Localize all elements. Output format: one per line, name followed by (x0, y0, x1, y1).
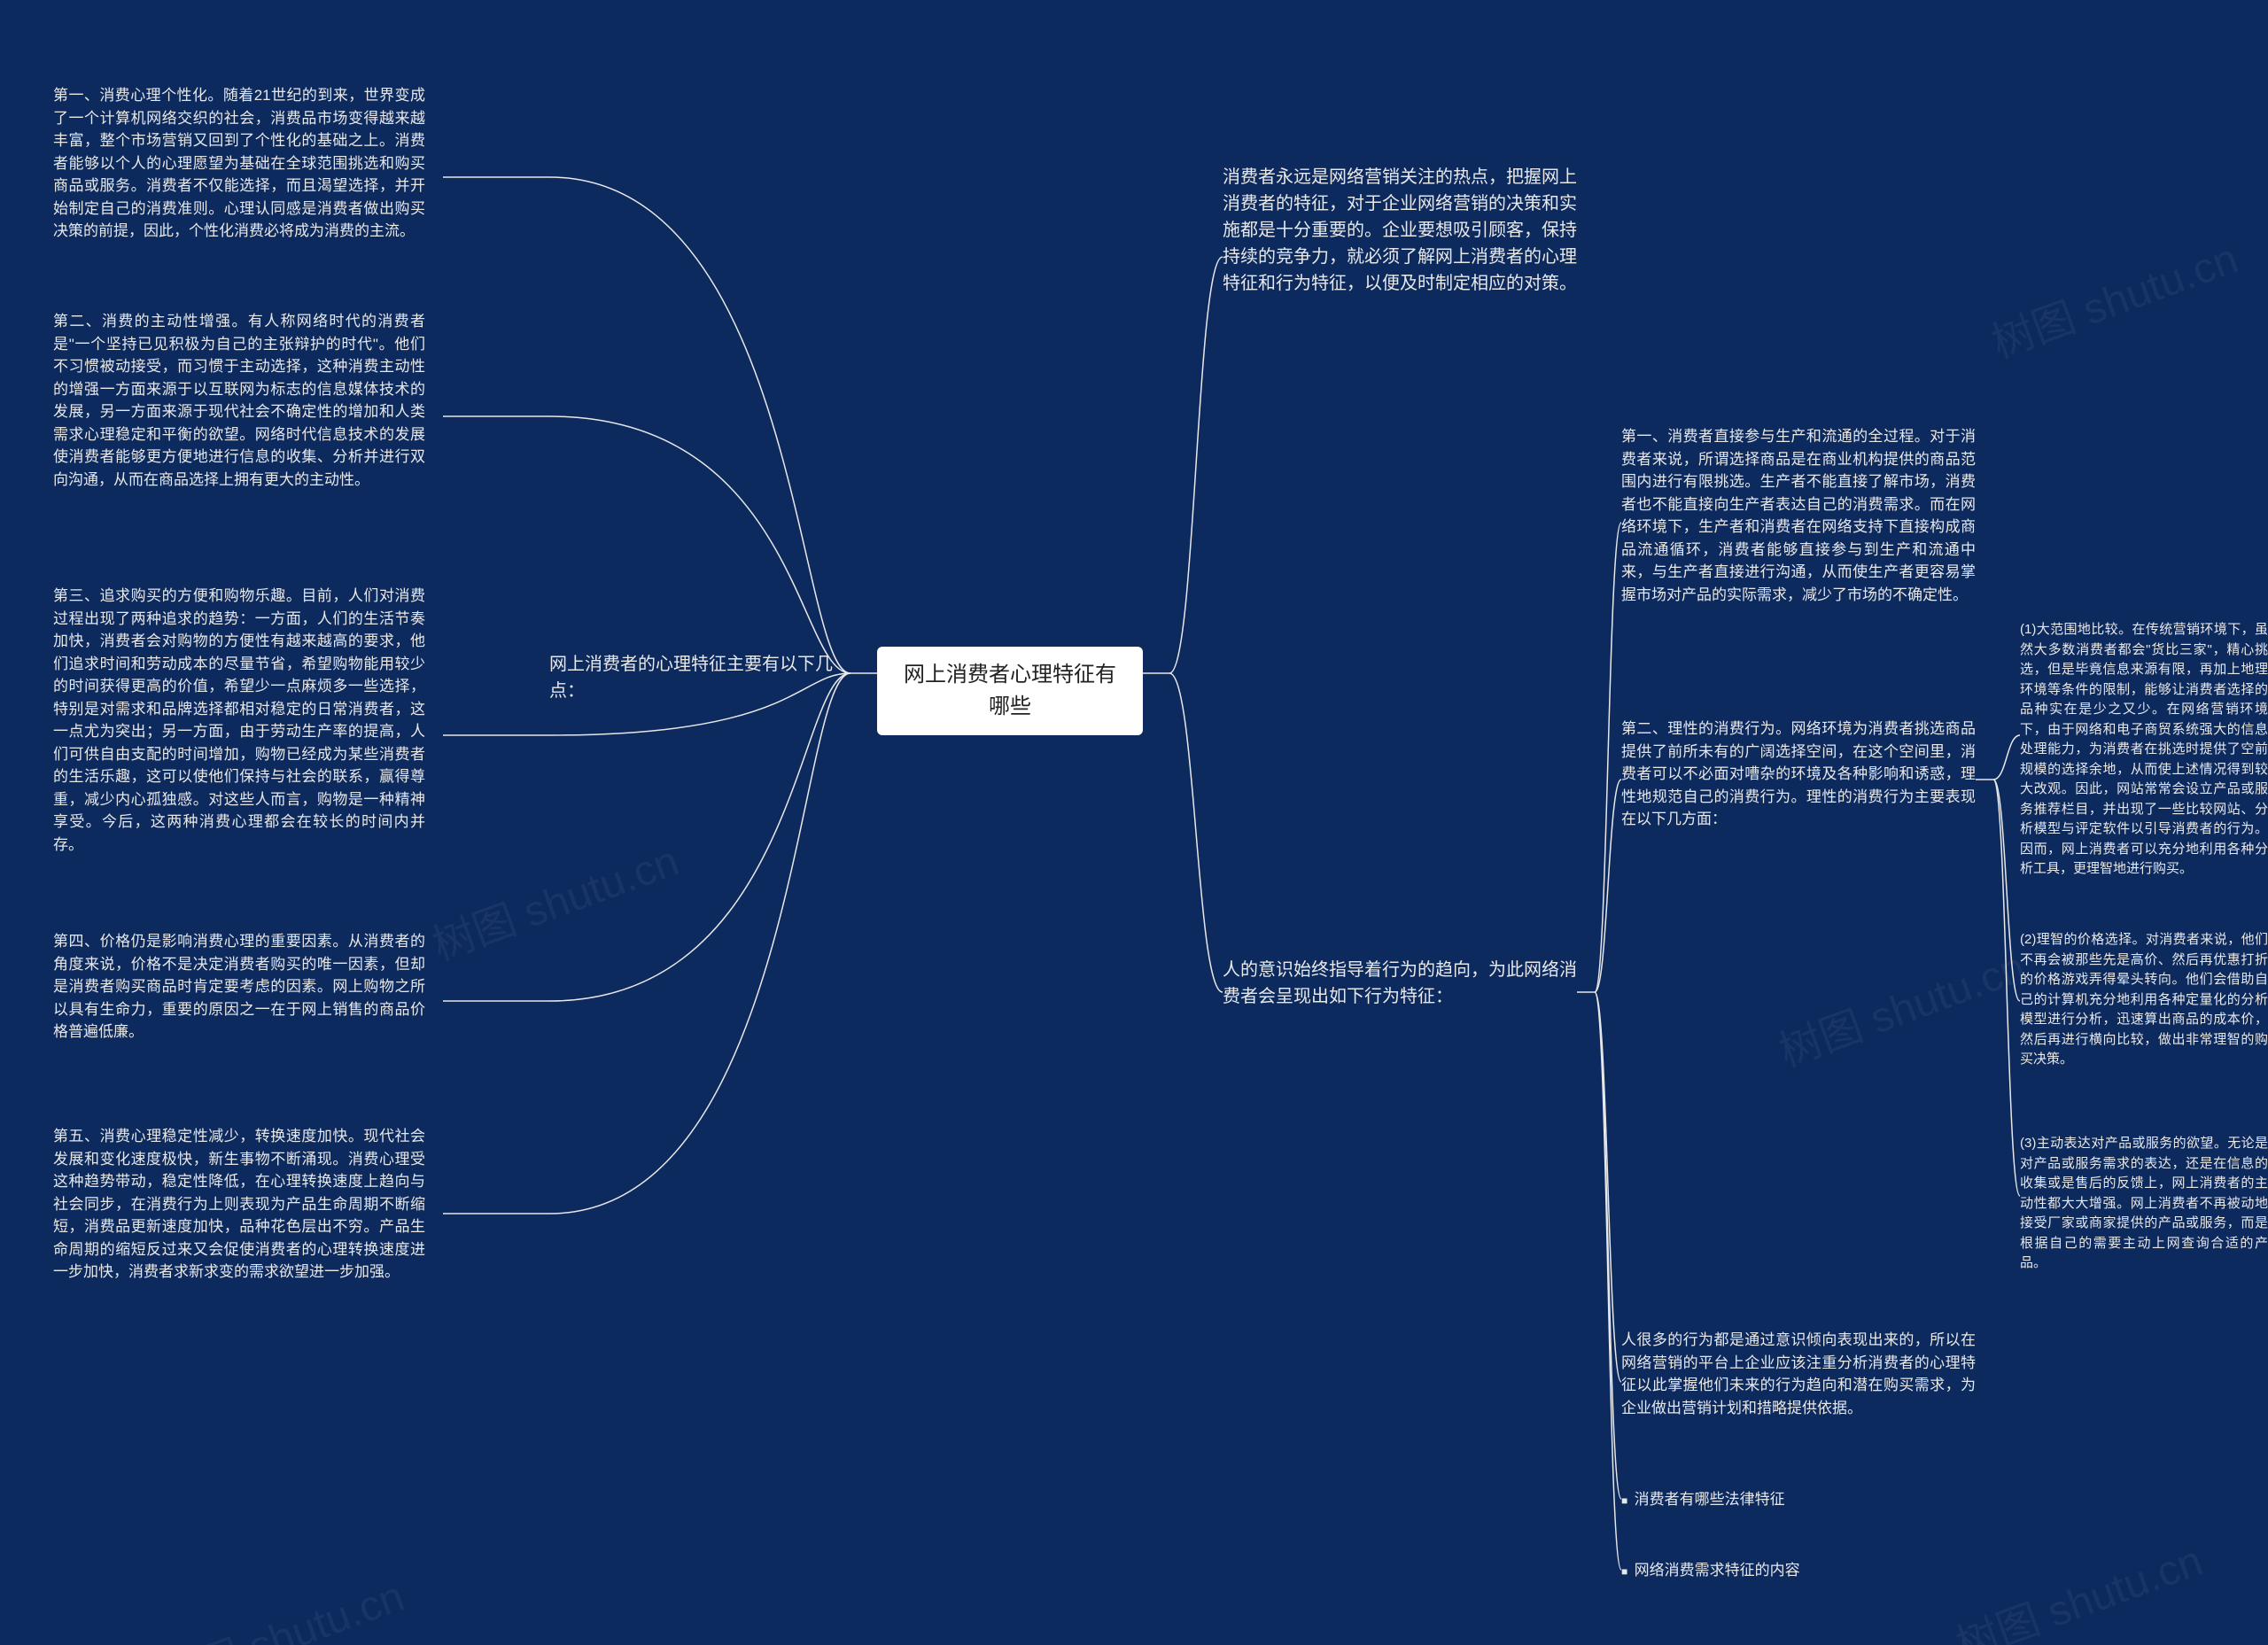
connector (1595, 992, 1621, 1570)
watermark: 树图 shutu.cn (1769, 932, 2032, 1078)
left-leaf-1: 第一、消费心理个性化。随着21世纪的到来，世界变成了一个计算机网络交织的社会，消… (53, 84, 425, 243)
left-leaf-3: 第三、追求购买的方便和购物乐趣。目前，人们对消费过程出现了两种追求的趋势：一方面… (53, 585, 425, 856)
connector (1595, 780, 1621, 992)
connector (1169, 673, 1223, 992)
connector (443, 416, 850, 673)
connector (1993, 780, 2020, 1196)
connector (1993, 780, 2020, 1001)
connector (1993, 735, 2020, 780)
watermark: 树图 shutu.cn (423, 826, 686, 972)
right-leaf-5: 网络消费需求特征的内容 (1621, 1559, 1976, 1582)
connector (443, 673, 850, 1001)
connector (443, 673, 850, 1214)
right-leaf-2: 第二、理性的消费行为。网络环境为消费者挑选商品提供了前所未有的广阔选择空间，在这… (1621, 718, 1976, 831)
connector (1169, 257, 1223, 673)
center-topic: 网上消费者心理特征有哪些 (877, 647, 1143, 735)
connector (1595, 992, 1621, 1499)
watermark: 树图 shutu.cn (1946, 1525, 2210, 1645)
right-leaf-2-sub-3: (3)主动表达对产品或服务的欲望。无论是对产品或服务需求的表达，还是在信息的收集… (2020, 1134, 2268, 1274)
right-leaf-2-sub-2: (2)理智的价格选择。对消费者来说，他们不再会被那些先是高价、然后再优惠打折的价… (2020, 930, 2268, 1070)
right-leaf-1: 第一、消费者直接参与生产和流通的全过程。对于消费者来说，所谓选择商品是在商业机构… (1621, 425, 1976, 606)
left-leaf-4: 第四、价格仍是影响消费心理的重要因素。从消费者的角度来说，价格不是决定消费者购买… (53, 930, 425, 1044)
left-leaf-2: 第二、消费的主动性增强。有人称网络时代的消费者是"一个坚持已见积极为自己的主张辩… (53, 310, 425, 491)
connector (443, 177, 850, 673)
right-leaf-2-sub-1: (1)大范围地比较。在传统营销环境下，虽然大多数消费者都会"货比三家"，精心挑选… (2020, 620, 2268, 880)
right-leaf-3: 人很多的行为都是通过意识倾向表现出来的，所以在网络营销的平台上企业应该注重分析消… (1621, 1329, 1976, 1419)
left-leaf-5: 第五、消费心理稳定性减少，转换速度加快。现代社会发展和变化速度极快，新生事物不断… (53, 1125, 425, 1284)
watermark: 树图 shutu.cn (1982, 223, 2245, 369)
right-leaf-4: 消费者有哪些法律特征 (1621, 1488, 1976, 1511)
right-branch-2-label: 人的意识始终指导着行为的趋向，为此网络消费者会呈现出如下行为特征： (1223, 957, 1577, 1010)
right-branch-1-label: 消费者永远是网络营销关注的热点，把握网上消费者的特征，对于企业网络营销的决策和实… (1223, 164, 1577, 297)
connector (1595, 523, 1621, 992)
connector (1595, 992, 1621, 1382)
left-branch-label: 网上消费者的心理特征主要有以下几点： (549, 651, 850, 704)
watermark: 树图 shutu.cn (148, 1561, 411, 1645)
